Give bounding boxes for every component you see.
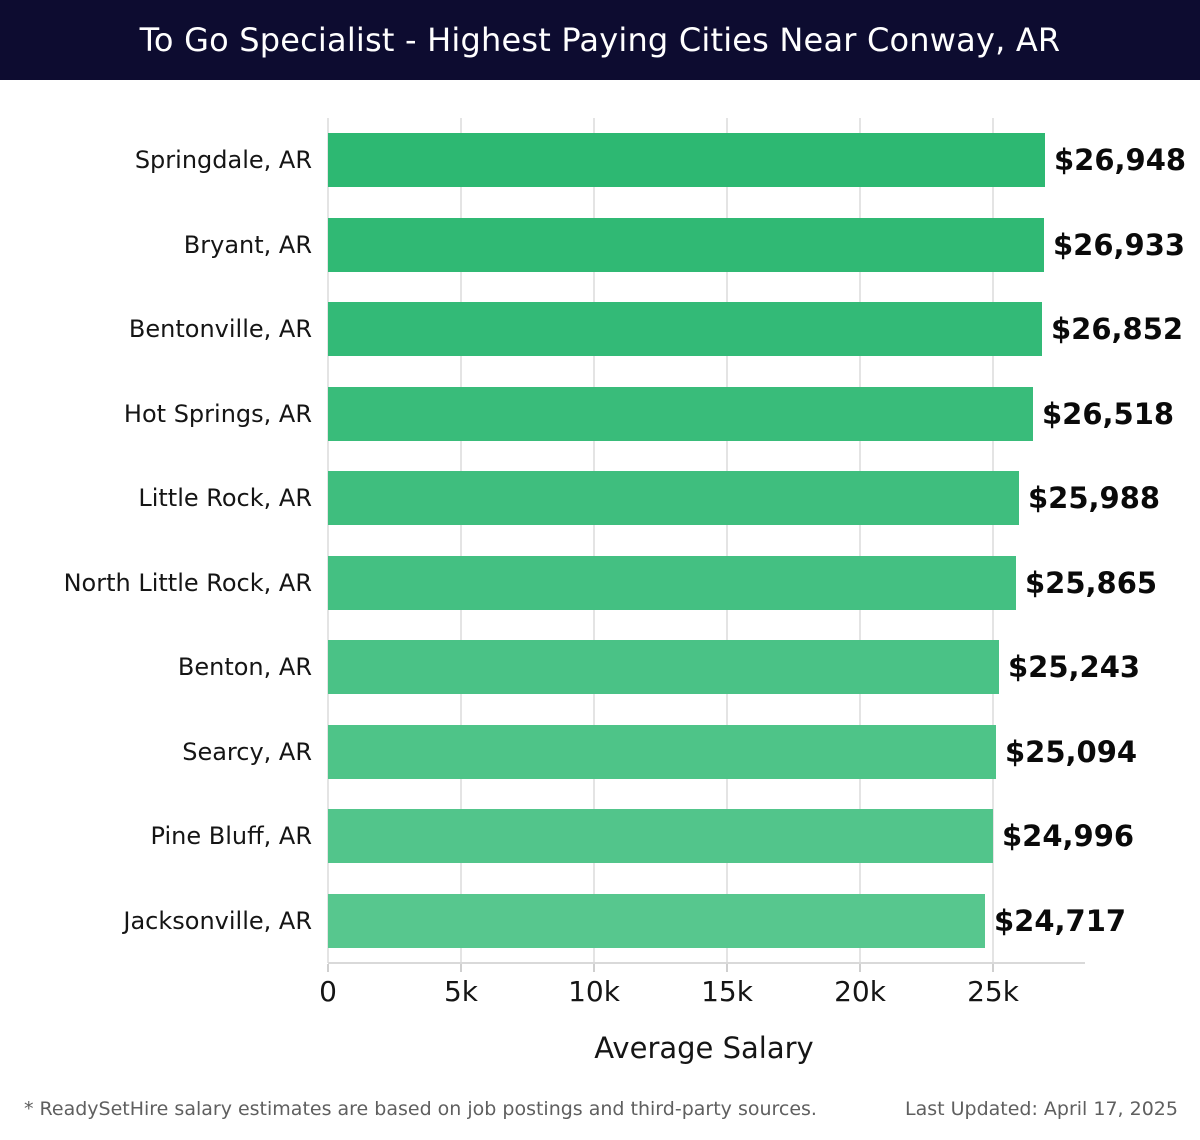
x-tick-mark [859, 964, 861, 972]
category-label: Bentonville, AR [128, 315, 312, 344]
bar [328, 893, 985, 948]
x-tick-mark [327, 964, 329, 972]
x-tick-mark [460, 964, 462, 972]
gridline [726, 118, 728, 963]
x-tick-label: 5k [443, 975, 479, 1008]
x-axis-line [328, 962, 1085, 964]
last-updated: Last Updated: April 17, 2025 [904, 1098, 1178, 1120]
x-tick-label: 20k [834, 975, 886, 1008]
x-axis-title: Average Salary [594, 1031, 814, 1065]
x-tick-label: 10k [568, 975, 620, 1008]
bar [328, 724, 996, 779]
bar [328, 217, 1044, 272]
category-label: Jacksonville, AR [123, 906, 312, 935]
gridline [327, 118, 329, 963]
value-label: $24,717 [994, 903, 1127, 938]
category-label: Springdale, AR [134, 146, 312, 175]
category-label: Searcy, AR [182, 737, 312, 766]
category-label: Little Rock, AR [138, 484, 312, 513]
x-tick-label: 25k [967, 975, 1019, 1008]
gridline [992, 118, 994, 963]
bar [328, 809, 993, 864]
bar [328, 640, 999, 695]
footer: * ReadySetHire salary estimates are base… [0, 1098, 1200, 1120]
value-label: $25,094 [1005, 734, 1138, 769]
x-tick-label: 15k [701, 975, 753, 1008]
bar [328, 302, 1042, 357]
header: To Go Specialist - Highest Paying Cities… [0, 0, 1200, 80]
category-label: Hot Springs, AR [123, 399, 312, 428]
category-label: Pine Bluff, AR [150, 822, 312, 851]
gridline [460, 118, 462, 963]
value-label: $26,852 [1051, 312, 1184, 347]
chart-title: To Go Specialist - Highest Paying Cities… [139, 21, 1061, 59]
category-label: Bryant, AR [183, 230, 312, 259]
bar [328, 133, 1045, 188]
x-tick-mark [726, 964, 728, 972]
value-label: $25,243 [1008, 650, 1141, 685]
x-tick-mark [593, 964, 595, 972]
value-label: $26,518 [1042, 396, 1175, 431]
bar [328, 555, 1016, 610]
x-tick-label: 0 [319, 975, 337, 1008]
bar [328, 386, 1033, 441]
bar [328, 471, 1019, 526]
category-label: Benton, AR [177, 653, 312, 682]
value-label: $26,948 [1054, 143, 1187, 178]
value-label: $25,865 [1025, 565, 1158, 600]
value-label: $25,988 [1028, 481, 1161, 516]
footnote: * ReadySetHire salary estimates are base… [24, 1098, 817, 1120]
gridline [859, 118, 861, 963]
category-label: North Little Rock, AR [63, 568, 312, 597]
gridline [593, 118, 595, 963]
value-label: $24,996 [1002, 819, 1135, 854]
value-label: $26,933 [1053, 227, 1186, 262]
x-tick-mark [992, 964, 994, 972]
